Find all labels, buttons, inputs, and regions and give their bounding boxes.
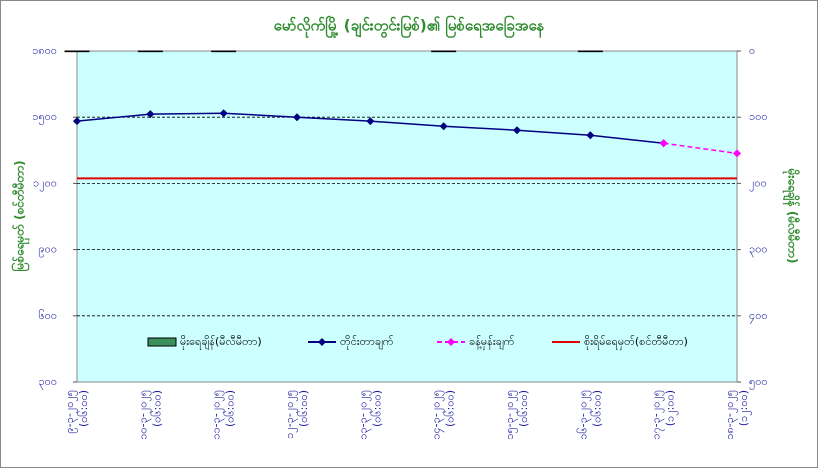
rain-bar [577, 50, 603, 53]
marker [293, 113, 301, 122]
legend-label: မိုးရေချိန်(မီလီမီတာ) [180, 335, 262, 350]
x-tick-label: ၉-၃-၂၀၂၅(၀၆:၀၀) [63, 390, 90, 434]
x-tick-time: (၀၆:၀၀) [517, 390, 530, 427]
x-tick-date: ၁၅-၃-၂၀၂၅ [503, 390, 518, 440]
legend-label: တိုင်းတာချက် [340, 335, 394, 350]
x-tick-time: (၀၆:၀၀) [444, 390, 457, 427]
legend-label: ခန့်မှန်းချက် [469, 335, 515, 350]
series-line [663, 142, 738, 155]
marker [659, 139, 668, 148]
marker [73, 117, 81, 126]
x-tick-date: ၁၁-၃-၂၀၂၅ [210, 390, 225, 440]
marker [439, 122, 448, 131]
x-tick-label: ၁၅-၃-၂၀၂၅(၀၆:၀၀) [503, 390, 530, 440]
x-tick-time: (၀၆:၀၀) [590, 390, 603, 427]
x-tick-time: (၀၆:၀၀) [77, 390, 90, 427]
plot-area [76, 50, 738, 383]
x-tick-date: ၁၃-၃-၂၀၂၅ [356, 390, 371, 440]
x-tick-time: (၀၆:၀၀) [370, 390, 383, 427]
legend-marker [447, 338, 455, 346]
x-tick-date: ၉-၃-၂၀၂၅ [63, 390, 78, 434]
marker [513, 126, 521, 135]
y2-tick-label: ၄၀၀ [749, 309, 768, 324]
rain-bar [431, 50, 457, 53]
y-axis-title: မြစ်ရေမှတ် (စင်တီမီတာ) [10, 160, 31, 271]
x-tick-date: ၁၈-၃-၂၀၂၅ [723, 390, 738, 440]
x-tick-date: ၁၀-၃-၂၀၂၅ [136, 390, 151, 440]
y-tick-label: ၆၀၀ [38, 309, 57, 322]
rain-bar [64, 50, 90, 53]
legend-marker [318, 338, 326, 346]
y2-tick-label: ၁၀၀ [749, 110, 768, 123]
x-tick-date: ၁၇-၃-၂၀၂၅ [650, 390, 665, 440]
x-tick-label: ၁၇-၃-၂၀၂၅(၁၂:၀၀) [650, 390, 679, 440]
y2-tick-label: ၅၀၀ [749, 375, 768, 390]
x-tick-time: (၀၆:၀၀) [224, 390, 237, 427]
x-tick-label: ၁၈-၃-၂၀၂၅(၁၂:၀၀) [723, 390, 752, 440]
x-tick-time: (၀၆:၀၀) [297, 390, 310, 427]
x-tick-label: ၁၀-၃-၂၀၂၅(၀၆:၀၀) [136, 390, 163, 440]
y2-tick-label: ၃၀၀ [749, 243, 768, 258]
y2-tick-label: ၂၀၀ [749, 176, 767, 191]
x-tick-label: ၁၄-၃-၂၀၂၅(၀၆:၀၀) [430, 390, 457, 440]
x-tick-time: (၁၂:၀၀) [737, 390, 752, 426]
x-tick-label: ၁၃-၃-၂၀၂၅(၀၆:၀၀) [356, 390, 383, 440]
legend-label: စိုးရိမ်ရေမှတ်(စင်တီမီတာ) [584, 335, 688, 350]
x-tick-time: (၀၆:၀၀) [150, 390, 163, 427]
marker [219, 109, 228, 118]
x-tick-label: ၁၆-၃-၂၀၂၅(၀၆:၀၀) [576, 390, 603, 440]
rain-bar [137, 50, 163, 53]
y-tick-label: ၁၈၀၀ [32, 44, 57, 57]
y2-tick-label: ၀ [749, 44, 755, 57]
y-tick-label: ၃၀၀ [38, 375, 57, 390]
y-tick-label: ၉၀၀ [38, 243, 57, 258]
x-tick-date: ၁၄-၃-၂၀၂၅ [430, 390, 445, 440]
marker [366, 117, 375, 126]
x-tick-date: ၁၆-၃-၂၀၂၅ [576, 390, 591, 440]
x-tick-time: (၁၂:၀၀) [664, 390, 679, 426]
x-tick-label: ၁၁-၃-၂၀၂၅(၀၆:၀၀) [210, 390, 237, 440]
x-tick-date: ၁၂-၃-၂၀၂၅ [283, 390, 298, 439]
marker [733, 149, 741, 158]
x-tick-label: ၁၂-၃-၂၀၂၅(၀၆:၀၀) [283, 390, 310, 439]
rain-bar [211, 50, 237, 53]
marker [586, 131, 595, 140]
y-tick-label: ၁၅၀၀ [32, 110, 57, 125]
marker [146, 110, 155, 119]
y-tick-label: ၁၂၀၀ [33, 176, 57, 191]
y2-axis-title: မိုးရေချိန် (မီလီမီတာ) [782, 168, 802, 264]
legend-swatch [147, 337, 177, 347]
